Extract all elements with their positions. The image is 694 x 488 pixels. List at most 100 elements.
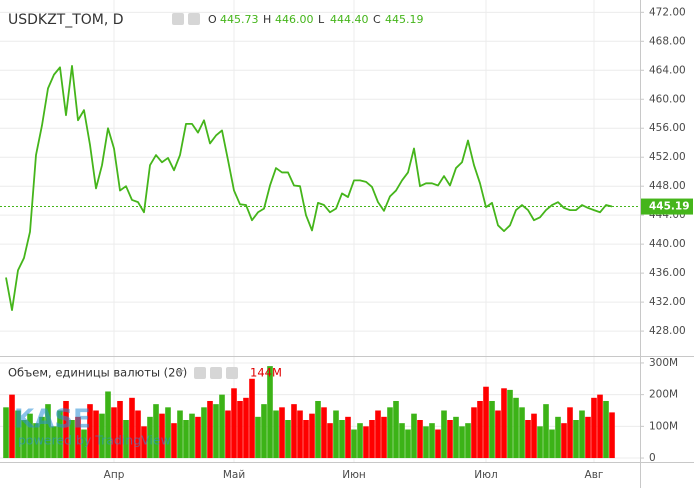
volume-bar: [153, 404, 159, 459]
volume-bar: [21, 420, 27, 459]
volume-bar: [609, 412, 615, 459]
volume-bar: [159, 413, 165, 459]
volume-bar: [417, 420, 423, 459]
ohlc-value: 444.40: [330, 13, 369, 26]
volume-bar: [501, 388, 507, 459]
eye-icon[interactable]: [172, 13, 184, 25]
volume-bar: [321, 407, 327, 459]
volume-bar: [105, 391, 111, 459]
volume-legend: Объем, единицы валюты (20): [8, 366, 187, 380]
volume-bar: [483, 386, 489, 459]
volume-bar: [345, 416, 351, 459]
volume-bar: [93, 410, 99, 459]
volume-legend-value: 144M: [250, 366, 282, 380]
volume-bar: [63, 400, 69, 459]
x-tick-label: Июн: [342, 469, 366, 481]
volume-bar: [231, 388, 237, 459]
volume-bar: [249, 378, 255, 459]
volume-bar: [381, 416, 387, 459]
volume-bar: [333, 410, 339, 459]
volume-bar: [285, 420, 291, 459]
volume-bar: [555, 416, 561, 459]
y-tick-label: 460.00: [649, 93, 686, 105]
x-tick-label: Апр: [104, 469, 125, 481]
volume-bar: [435, 429, 441, 459]
volume-bar: [357, 423, 363, 459]
volume-bar: [273, 410, 279, 459]
volume-bar: [471, 407, 477, 459]
y-tick-label: 456.00: [649, 122, 686, 134]
volume-bar: [27, 413, 33, 459]
volume-bar: [531, 413, 537, 459]
volume-bar: [195, 416, 201, 459]
volume-bar: [207, 400, 213, 459]
volume-bar: [111, 407, 117, 459]
close-icon[interactable]: [226, 367, 238, 379]
ohlc-name: C: [373, 13, 381, 26]
volume-bar: [225, 410, 231, 459]
last-price-label: 445.19: [649, 201, 690, 213]
volume-bar: [261, 404, 267, 459]
volume-bar: [183, 420, 189, 459]
volume-bar: [591, 397, 597, 459]
volume-bar: [45, 404, 51, 459]
volume-bar: [303, 420, 309, 459]
volume-bar: [147, 416, 153, 459]
volume-bar: [441, 410, 447, 459]
volume-bar: [495, 410, 501, 459]
volume-bar: [423, 426, 429, 459]
volume-bar: [519, 407, 525, 459]
legend-icons[interactable]: [172, 13, 200, 25]
volume-bar: [507, 389, 513, 459]
watermark: powered by TradingView: [18, 433, 171, 448]
volume-bar: [243, 397, 249, 459]
volume-bar: [585, 416, 591, 459]
volume-bar: [69, 420, 75, 459]
volume-bar: [567, 407, 573, 459]
volume-bar: [213, 404, 219, 459]
volume-bar: [549, 429, 555, 459]
volume-bar: [603, 400, 609, 459]
volume-bar: [291, 404, 297, 459]
y-tick-label: 432.00: [649, 296, 686, 308]
volume-bar: [561, 423, 567, 459]
volume-bar: [453, 416, 459, 459]
volume-bar: [513, 397, 519, 459]
volume-bar: [237, 400, 243, 459]
dropdown-icon[interactable]: [176, 370, 184, 374]
volume-bar: [129, 397, 135, 459]
volume-bar: [87, 404, 93, 459]
volume-bar: [171, 423, 177, 459]
volume-bar: [57, 410, 63, 459]
volume-tick-label: 100M: [649, 420, 678, 432]
chart-title: USDKZT_TOM, D: [8, 12, 124, 28]
ohlc-value: 446.00: [275, 13, 314, 26]
settings-icon[interactable]: [188, 13, 200, 25]
volume-bar: [411, 413, 417, 459]
volume-bar: [189, 413, 195, 459]
y-tick-label: 468.00: [649, 35, 686, 47]
volume-bar: [543, 404, 549, 459]
volume-bar: [219, 394, 225, 459]
volume-bar: [597, 394, 603, 459]
volume-pane: [3, 366, 615, 459]
y-tick-label: 428.00: [649, 325, 686, 337]
logo: KASE: [14, 405, 91, 435]
volume-bar: [447, 420, 453, 459]
y-tick-label: 440.00: [649, 238, 686, 250]
volume-bar: [459, 426, 465, 459]
eye-icon[interactable]: [194, 367, 206, 379]
volume-bar: [369, 420, 375, 459]
volume-bar: [399, 423, 405, 459]
x-tick-label: Авг: [585, 469, 604, 481]
volume-bar: [429, 423, 435, 459]
y-tick-label: 436.00: [649, 267, 686, 279]
volume-tick-label: 300M: [649, 357, 678, 369]
settings-icon[interactable]: [210, 367, 222, 379]
volume-bar: [405, 429, 411, 459]
grid: [0, 0, 640, 462]
volume-bar: [141, 426, 147, 459]
volume-bar: [573, 420, 579, 459]
y-tick-label: 472.00: [649, 6, 686, 18]
